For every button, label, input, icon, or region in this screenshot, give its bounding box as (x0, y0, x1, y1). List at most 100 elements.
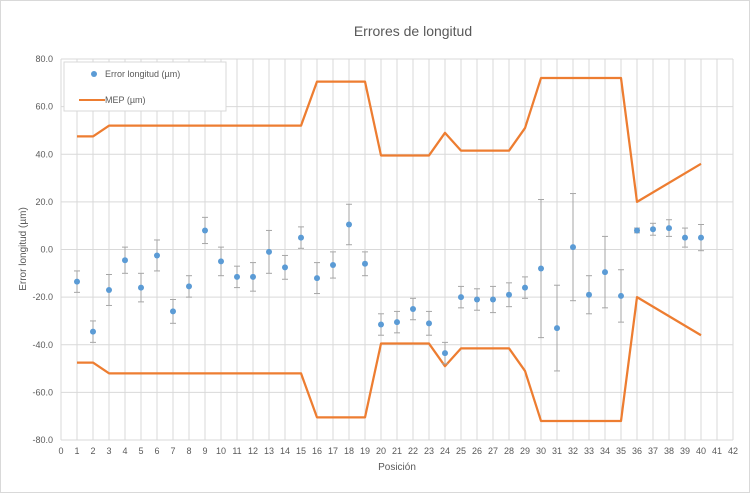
y-gridlines (61, 58, 733, 441)
x-tick-label: 14 (280, 446, 290, 456)
x-tick-label: 34 (600, 446, 610, 456)
data-point (682, 234, 688, 241)
x-tick-label: 16 (312, 446, 322, 456)
y-tick-label: -20.0 (32, 292, 53, 302)
data-point (666, 225, 672, 232)
data-point (314, 275, 320, 282)
x-tick-label: 9 (202, 446, 207, 456)
data-points (74, 221, 704, 357)
legend-label-mep: MEP (µm) (105, 95, 146, 105)
data-point (346, 221, 352, 228)
legend-marker-error (91, 71, 97, 77)
data-point (218, 258, 224, 265)
data-point (234, 273, 240, 280)
x-tick-label: 10 (216, 446, 226, 456)
data-point (202, 227, 208, 234)
chart-title: Errores de longitud (354, 23, 472, 39)
x-tick-label: 26 (472, 446, 482, 456)
x-tick-label: 20 (376, 446, 386, 456)
x-tick-label: 4 (122, 446, 127, 456)
x-tick-label: 31 (552, 446, 562, 456)
data-point (506, 291, 512, 298)
x-tick-label: 1 (74, 446, 79, 456)
x-tick-label: 32 (568, 446, 578, 456)
legend-box (63, 61, 227, 112)
x-tick-label: 27 (488, 446, 498, 456)
x-tick-label: 11 (232, 446, 241, 456)
data-point (650, 226, 656, 233)
y-tick-label: 20.0 (35, 197, 53, 207)
x-tick-label: 38 (664, 446, 674, 456)
data-point (410, 306, 416, 313)
data-point (618, 292, 624, 299)
mep-lines (77, 76, 702, 423)
legend-label-error: Error longitud (µm) (105, 69, 180, 79)
data-point (170, 308, 176, 315)
x-tick-label: 0 (58, 446, 63, 456)
x-tick-label: 29 (520, 446, 530, 456)
data-point (442, 350, 448, 357)
x-tick-label: 36 (632, 446, 642, 456)
data-point (378, 321, 384, 328)
data-point (250, 273, 256, 280)
x-tick-label: 2 (90, 446, 95, 456)
data-point (538, 265, 544, 272)
x-tick-label: 19 (360, 446, 370, 456)
data-point (522, 284, 528, 291)
y-tick-label: -40.0 (32, 340, 53, 350)
x-tick-label: 21 (392, 446, 402, 456)
data-point (154, 252, 160, 259)
data-point (90, 328, 96, 335)
data-point (138, 284, 144, 291)
y-tick-label: 60.0 (35, 102, 53, 112)
data-point (586, 291, 592, 298)
data-point (74, 278, 80, 285)
x-tick-label: 12 (248, 446, 258, 456)
x-tick-label: 35 (616, 446, 626, 456)
data-point (106, 286, 112, 293)
data-point (474, 296, 480, 303)
x-tick-label: 3 (106, 446, 111, 456)
data-point (634, 227, 640, 234)
x-tick-label: 17 (328, 446, 338, 456)
data-point (490, 296, 496, 303)
x-tick-label: 23 (424, 446, 434, 456)
x-tick-label: 41 (712, 446, 722, 456)
x-axis-title: Posición (378, 462, 416, 473)
mep-line-upper (77, 76, 702, 204)
data-point (602, 269, 608, 276)
x-tick-label: 33 (584, 446, 594, 456)
x-tick-label: 22 (408, 446, 418, 456)
data-point (458, 294, 464, 301)
data-point (122, 257, 128, 264)
x-tick-labels: 0 1 2 3 4 5 6 7 8 9 10 11 12 13 14 15 16 17 18 19 20 21 22 23 24… (58, 446, 738, 456)
data-point (330, 261, 336, 268)
data-point (426, 320, 432, 327)
x-tick-label: 5 (138, 446, 143, 456)
data-point (698, 234, 704, 241)
x-tick-label: 30 (536, 446, 546, 456)
x-tick-label: 15 (296, 446, 306, 456)
x-tick-label: 28 (504, 446, 514, 456)
mep-line-lower (77, 296, 702, 423)
x-tick-label: 13 (264, 446, 274, 456)
x-tick-label: 40 (696, 446, 706, 456)
data-point (298, 234, 304, 241)
y-tick-label: -80.0 (32, 435, 53, 445)
y-tick-labels: 80.0 60.0 40.0 20.0 0.0 -20.0 -40.0 -60.0 -80.0 (32, 54, 53, 445)
x-tick-label: 6 (154, 446, 159, 456)
legend: Error longitud (µm) MEP (µm) (63, 61, 227, 112)
x-tick-label: 8 (186, 446, 191, 456)
x-tick-label: 39 (680, 446, 690, 456)
y-axis-title: Error longitud (µm) (18, 207, 29, 291)
x-tick-label: 18 (344, 446, 354, 456)
data-point (394, 319, 400, 326)
y-tick-label: 40.0 (35, 149, 53, 159)
y-tick-label: -60.0 (32, 387, 53, 397)
x-tick-label: 7 (170, 446, 175, 456)
y-tick-label: 80.0 (35, 54, 53, 64)
data-point (186, 283, 192, 290)
data-point (570, 244, 576, 251)
x-tick-label: 42 (728, 446, 738, 456)
